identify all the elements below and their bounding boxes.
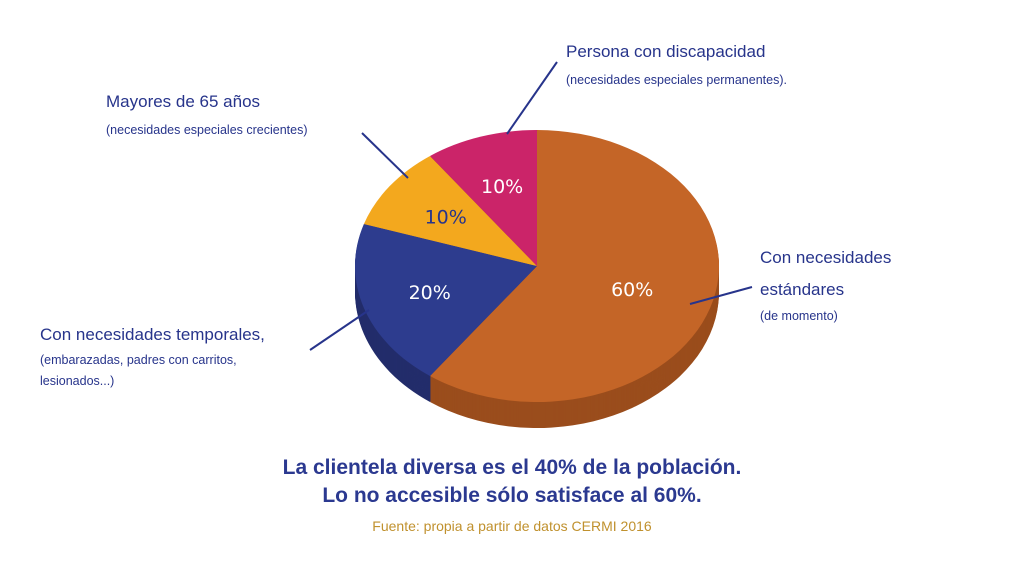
- pie-slice: [355, 223, 537, 377]
- label-mayores: Mayores de 65 años (necesidades especial…: [106, 92, 308, 141]
- label-title: Persona con discapacidad: [566, 42, 766, 61]
- slice-value-label: 20%: [409, 282, 451, 304]
- label-title: Mayores de 65 años: [106, 92, 261, 111]
- leader-line-mayores: [361, 132, 409, 179]
- leader-line-temporales: [309, 309, 370, 351]
- label-title: Con necesidades temporales,: [40, 325, 265, 344]
- headline-line-2: Lo no accesible sólo satisface al 60%.: [322, 484, 702, 507]
- label-note: (necesidades especiales permanentes).: [566, 73, 787, 87]
- leader-line-estandares: [689, 286, 753, 305]
- source-note: Fuente: propia a partir de datos CERMI 2…: [372, 518, 652, 534]
- pie-slice: [430, 130, 537, 266]
- label-note: (necesidades especiales crecientes): [106, 123, 308, 137]
- label-estandares: Con necesidades estándares (de momento): [760, 242, 920, 327]
- label-note: (de momento): [760, 309, 838, 323]
- headline-line-1: La clientela diversa es el 40% de la pob…: [282, 456, 742, 479]
- pie-slice: [430, 130, 719, 402]
- pie-slice: [363, 155, 537, 266]
- label-discapacidad: Persona con discapacidad (necesidades es…: [566, 42, 787, 91]
- label-title: Con necesidades estándares: [760, 248, 892, 299]
- slice-value-label: 10%: [481, 176, 523, 198]
- leader-line-discapacidad: [506, 61, 558, 135]
- label-note-line: lesionados...): [40, 374, 115, 388]
- slice-value-label: 60%: [611, 279, 653, 301]
- label-temporales: Con necesidades temporales, (embarazadas…: [40, 325, 265, 392]
- label-note-line: (embarazadas, padres con carritos,: [40, 353, 237, 367]
- slice-value-label: 10%: [425, 206, 467, 228]
